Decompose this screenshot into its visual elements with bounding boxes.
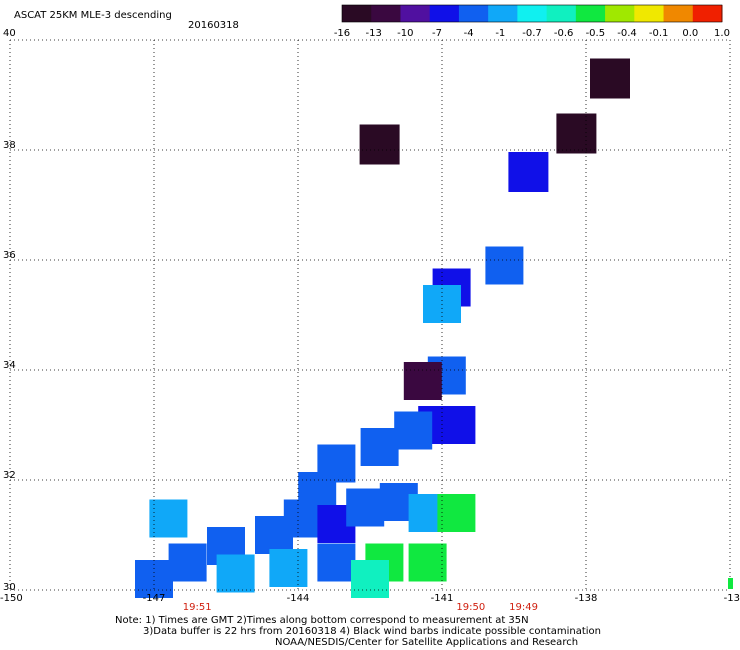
data-cell xyxy=(317,543,356,582)
pass-time-label: 19:49 xyxy=(509,602,538,613)
colorbar-swatch xyxy=(692,5,723,22)
data-cell xyxy=(135,560,173,598)
note-line-3: NOAA/NESDIS/Center for Satellite Applica… xyxy=(275,637,579,648)
colorbar-label: -16 xyxy=(334,28,350,39)
data-cell xyxy=(360,428,399,466)
colorbar-label: -0.4 xyxy=(617,28,637,39)
colorbar-label: -0.6 xyxy=(554,28,574,39)
axes: -150 -147 -144 -141 -138 -13 30 32 34 36 38 40 19:51… xyxy=(0,28,740,613)
data-cell xyxy=(437,494,476,532)
y-tick-label: 30 xyxy=(3,582,16,593)
data-cell xyxy=(394,411,433,450)
colorbar-swatch xyxy=(342,5,372,22)
note-line-1: Note: 1) Times are GMT 2)Times along bot… xyxy=(115,615,529,626)
y-tick-label: 40 xyxy=(3,28,16,39)
colorbar-label: -0.7 xyxy=(522,28,542,39)
x-tick-label: -141 xyxy=(431,593,454,604)
x-tick-label: -13 xyxy=(724,593,740,604)
colorbar-label: 1.0 xyxy=(714,28,730,39)
chart-date: 20160318 xyxy=(188,20,239,31)
colorbar-swatch xyxy=(400,5,431,22)
data-cell xyxy=(149,499,188,538)
colorbar-label: -13 xyxy=(365,28,381,39)
colorbar-swatch xyxy=(546,5,577,22)
colorbar-label: -4 xyxy=(464,28,474,39)
y-tick-label: 38 xyxy=(3,140,16,151)
data-cell xyxy=(408,543,447,582)
y-tick-label: 36 xyxy=(3,250,16,261)
data-cell xyxy=(403,362,442,400)
colorbar-swatch xyxy=(429,5,460,22)
colorbar-label: -1 xyxy=(495,28,505,39)
data-cell xyxy=(485,246,524,285)
data-cell xyxy=(359,124,400,165)
data-cell xyxy=(556,113,597,154)
colorbar-swatch xyxy=(458,5,489,22)
data-cell xyxy=(346,488,385,527)
x-tick-label: -144 xyxy=(287,593,310,604)
colorbar-swatch xyxy=(634,5,665,22)
pass-time-label: 19:51 xyxy=(183,602,212,613)
x-tick-label: -150 xyxy=(0,593,23,604)
colorbar-swatch xyxy=(517,5,548,22)
colorbar-swatch xyxy=(605,5,635,22)
grid-lines xyxy=(9,39,731,591)
colorbar-swatch xyxy=(575,5,606,22)
data-cells xyxy=(135,58,630,598)
chart-title: ASCAT 25KM MLE-3 descending xyxy=(14,10,172,21)
data-cell xyxy=(216,554,255,593)
colorbar: -16 -13 -10 -7 -4 -1 -0.7 -0.6 -0.5 -0.4 -0.1 0.0 1.… xyxy=(334,4,730,39)
data-cell xyxy=(590,58,630,99)
x-tick-label: -138 xyxy=(575,593,598,604)
colorbar-label: -0.1 xyxy=(649,28,669,39)
x-tick-label: -147 xyxy=(143,593,166,604)
note-line-2: 3)Data buffer is 22 hrs from 20160318 4)… xyxy=(143,626,601,637)
data-cell xyxy=(508,152,549,192)
colorbar-frame xyxy=(341,4,723,23)
colorbar-swatch xyxy=(488,5,518,22)
colorbar-label: -7 xyxy=(432,28,442,39)
y-tick-label: 32 xyxy=(3,470,16,481)
data-cell xyxy=(437,406,476,444)
colorbar-label: -0.5 xyxy=(586,28,606,39)
data-cell xyxy=(351,560,389,598)
y-tick-label: 34 xyxy=(3,360,16,371)
colorbar-swatch xyxy=(663,5,694,22)
data-cell xyxy=(168,543,207,582)
edge-marker xyxy=(728,578,733,589)
colorbar-label: -10 xyxy=(397,28,413,39)
pass-time-label: 19:50 xyxy=(456,602,485,613)
colorbar-label: 0.0 xyxy=(682,28,698,39)
data-cell xyxy=(269,549,308,587)
colorbar-swatch xyxy=(371,5,401,22)
data-cell xyxy=(255,516,293,554)
